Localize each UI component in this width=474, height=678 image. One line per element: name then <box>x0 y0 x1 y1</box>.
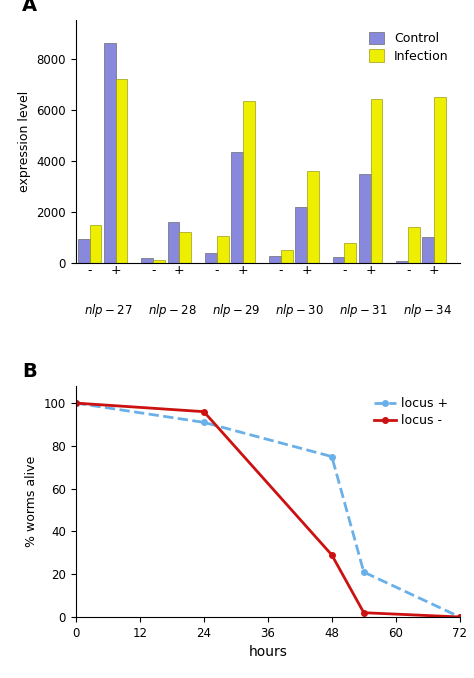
Bar <box>422 237 434 263</box>
Text: $\it{nlp-30}$: $\it{nlp-30}$ <box>275 302 324 319</box>
Bar <box>116 79 128 263</box>
Legend: Control, Infection: Control, Infection <box>364 26 454 68</box>
Bar <box>167 222 179 263</box>
Bar <box>141 258 153 263</box>
locus - <box>361 609 366 617</box>
Bar <box>153 260 165 263</box>
Text: $\it{nlp-27}$: $\it{nlp-27}$ <box>84 302 133 319</box>
Text: B: B <box>22 362 37 381</box>
Bar <box>434 97 446 263</box>
Bar <box>78 239 90 263</box>
Bar <box>371 100 383 263</box>
locus - <box>329 551 335 559</box>
X-axis label: hours: hours <box>248 645 287 659</box>
Line: locus -: locus - <box>73 400 463 620</box>
Text: $\it{nlp-31}$: $\it{nlp-31}$ <box>339 302 388 319</box>
Bar <box>281 250 292 263</box>
Bar <box>179 233 191 263</box>
Text: $\it{nlp-29}$: $\it{nlp-29}$ <box>212 302 260 319</box>
locus + <box>457 613 463 621</box>
Bar <box>104 43 116 263</box>
Bar <box>333 257 345 263</box>
Bar <box>231 152 243 263</box>
Line: locus +: locus + <box>73 400 463 620</box>
Bar <box>205 253 217 263</box>
Bar <box>345 243 356 263</box>
Bar <box>359 174 371 263</box>
Bar <box>396 261 408 263</box>
locus + <box>201 418 207 426</box>
Bar <box>243 101 255 263</box>
Y-axis label: % worms alive: % worms alive <box>25 456 38 547</box>
locus - <box>73 399 79 407</box>
Bar <box>408 227 420 263</box>
Bar <box>269 256 281 263</box>
Bar <box>90 224 101 263</box>
locus + <box>73 399 79 407</box>
Y-axis label: expression level: expression level <box>18 91 31 193</box>
locus - <box>457 613 463 621</box>
Text: A: A <box>22 0 37 16</box>
locus - <box>201 407 207 416</box>
Bar <box>307 172 319 263</box>
Text: $\it{nlp-28}$: $\it{nlp-28}$ <box>148 302 197 319</box>
locus + <box>329 452 335 460</box>
Text: $\it{nlp-34}$: $\it{nlp-34}$ <box>403 302 452 319</box>
Legend: locus +, locus -: locus +, locus - <box>369 393 454 432</box>
Bar <box>295 207 307 263</box>
Bar <box>217 236 229 263</box>
locus + <box>361 568 366 576</box>
